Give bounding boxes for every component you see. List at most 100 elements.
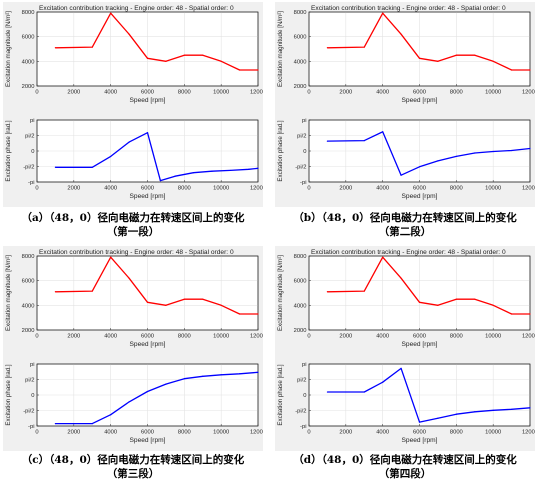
data-point	[474, 54, 476, 56]
data-point	[220, 374, 222, 376]
data-point	[418, 301, 421, 303]
y-tick-label: 4000	[22, 303, 35, 309]
y-tick-label: pi/2	[25, 134, 34, 140]
data-point	[382, 12, 384, 14]
data-point	[474, 298, 476, 300]
data-point	[510, 149, 513, 152]
y-tick-label: 6000	[22, 279, 35, 285]
x-tick-label: 2000	[339, 430, 352, 436]
x-tick-label: 4000	[376, 430, 389, 436]
caption-a-line1: （a）（48，0）径向电磁力在转速区间上的变化	[21, 212, 245, 224]
data-point	[220, 304, 222, 306]
x-tick-label: 10000	[485, 186, 501, 192]
y-tick-label: pi	[30, 118, 35, 124]
y-tick-label: 0	[31, 393, 34, 399]
data-point	[363, 140, 365, 142]
caption-a: （a）（48，0）径向电磁力在转速区间上的变化 （第一段）	[3, 211, 263, 239]
data-point	[238, 69, 241, 71]
subplot-title: Excitation contribution tracking - Engin…	[39, 5, 234, 12]
data-point	[418, 421, 421, 423]
subplot-title: Excitation contribution tracking - Engin…	[311, 249, 506, 256]
plot-border	[308, 11, 531, 87]
x-tick-label: 0	[307, 334, 310, 340]
caption-d: （d）（48，0）径向电磁力在转速区间上的变化 （第四段）	[275, 453, 535, 481]
subplot-title: Excitation contribution tracking - Engin…	[311, 5, 506, 12]
x-tick-label: 0	[35, 186, 38, 192]
y-tick-label: 0	[31, 149, 34, 155]
data-point	[363, 391, 365, 393]
y-axis-label: Excitation phase [rad.]	[5, 364, 12, 426]
y-tick-label: 8000	[294, 254, 307, 260]
data-point	[238, 373, 241, 375]
data-point	[54, 423, 57, 425]
y-tick-label: -pi	[300, 180, 306, 186]
data-point	[400, 277, 402, 279]
x-axis-label: Speed [rpm]	[402, 193, 438, 200]
data-point	[529, 407, 531, 409]
x-tick-label: 0	[307, 430, 310, 436]
data-point	[474, 411, 476, 413]
x-axis-label: Speed [rpm]	[130, 193, 166, 200]
y-tick-label: 8000	[294, 10, 307, 16]
y-axis-label: Excitation phase [rad.]	[277, 120, 284, 182]
x-tick-label: 2000	[67, 186, 80, 192]
data-point	[492, 60, 494, 62]
x-tick-label: 4000	[104, 334, 117, 340]
data-point	[202, 54, 204, 56]
y-tick-label: -pi/2	[295, 165, 306, 171]
y-tick-label: 4000	[22, 59, 35, 65]
data-point	[382, 256, 384, 258]
data-point	[54, 47, 57, 49]
caption-b-line1: （b）（48，0）径向电磁力在转速区间上的变化	[293, 212, 517, 224]
x-tick-label: 4000	[104, 90, 117, 96]
data-point	[418, 57, 421, 59]
x-tick-label: 12000	[522, 430, 535, 436]
data-point	[257, 371, 259, 373]
data-point	[455, 413, 457, 415]
data-point	[165, 60, 167, 62]
data-point	[183, 54, 185, 56]
x-tick-label: 10000	[213, 334, 229, 340]
x-tick-label: 12000	[522, 90, 535, 96]
data-point	[91, 46, 93, 48]
caption-a-line2: （第一段）	[106, 226, 160, 238]
data-point	[110, 155, 112, 158]
plot-border	[36, 255, 259, 331]
x-tick-label: 4000	[104, 430, 117, 436]
x-tick-label: 10000	[213, 186, 229, 192]
data-point	[183, 378, 185, 380]
data-point	[529, 147, 531, 150]
subplot-title: Excitation contribution tracking - Engin…	[39, 249, 234, 256]
x-tick-label: 8000	[450, 334, 463, 340]
x-tick-label: 12000	[522, 186, 535, 192]
x-tick-label: 2000	[67, 334, 80, 340]
y-axis-label: Excitation phase [rad.]	[5, 120, 12, 182]
y-tick-label: 8000	[22, 254, 35, 260]
y-tick-label: 2000	[294, 328, 307, 334]
y-axis-label: Excitation magnitude [N/m²]	[5, 255, 12, 331]
data-point	[418, 166, 421, 168]
caption-c-line2: （第三段）	[106, 468, 160, 480]
data-point	[363, 46, 365, 48]
data-point	[183, 298, 185, 300]
x-tick-label: 6000	[141, 186, 154, 192]
y-tick-label: pi	[302, 118, 307, 124]
figure-panel-d: Excitation contribution tracking - Engin…	[275, 246, 535, 484]
data-point	[146, 57, 149, 59]
y-tick-label: 2000	[294, 84, 307, 90]
data-point	[202, 375, 204, 377]
data-point	[257, 69, 259, 71]
data-point	[382, 131, 384, 133]
x-tick-label: 12000	[250, 334, 263, 340]
y-tick-label: 4000	[294, 303, 307, 309]
x-tick-label: 2000	[339, 334, 352, 340]
y-tick-label: 0	[303, 149, 306, 155]
x-tick-label: 0	[35, 334, 38, 340]
caption-d-line1: （d）（48，0）径向电磁力在转速区间上的变化	[293, 454, 517, 466]
series-line	[55, 132, 259, 182]
data-point	[202, 298, 204, 300]
x-tick-label: 10000	[485, 334, 501, 340]
data-point	[529, 69, 531, 71]
y-axis-label: Excitation phase [rad.]	[277, 364, 284, 426]
